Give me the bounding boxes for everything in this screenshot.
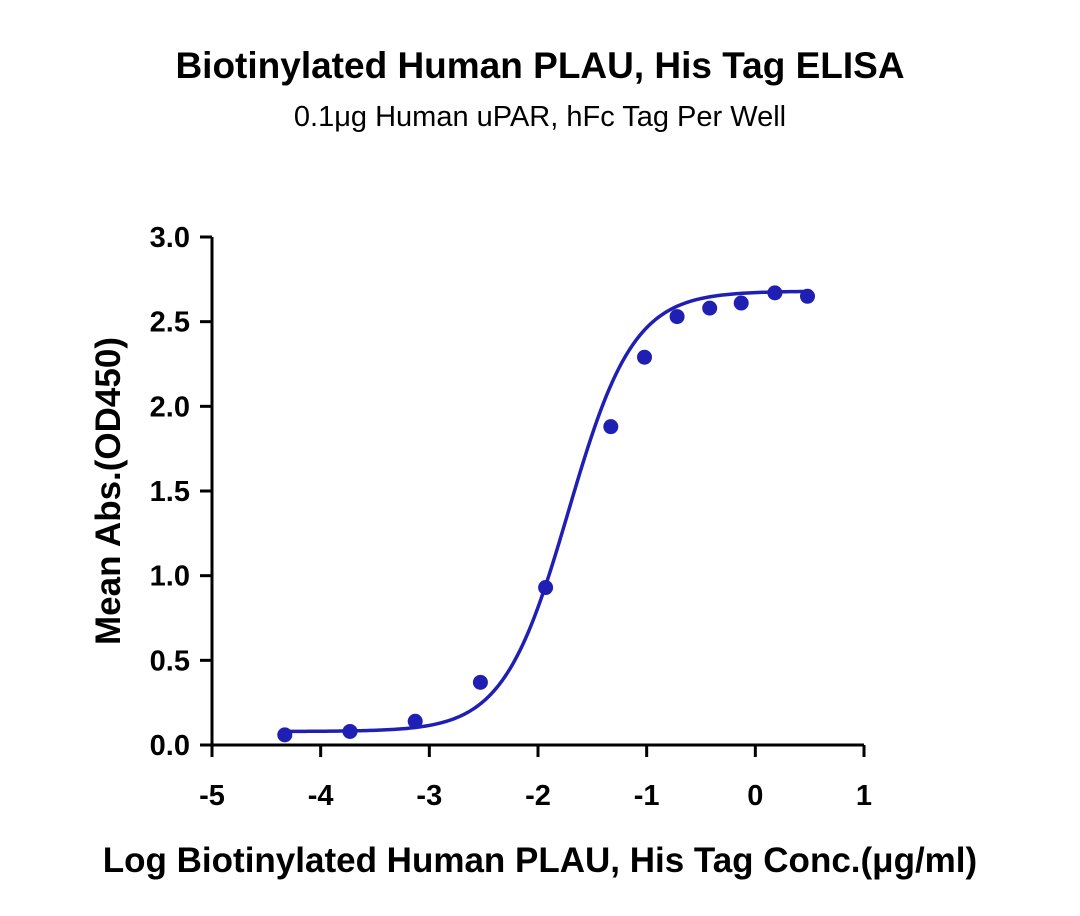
- chart-title: Biotinylated Human PLAU, His Tag ELISA: [175, 45, 905, 86]
- x-tick-label: 0: [747, 780, 763, 812]
- x-tick-label: 1: [856, 780, 872, 812]
- x-axis-title: Log Biotinylated Human PLAU, His Tag Con…: [103, 841, 977, 880]
- y-axis-title: Mean Abs.(OD450): [89, 337, 128, 645]
- data-point: [702, 300, 718, 316]
- y-tick-label: 1.0: [150, 561, 190, 593]
- tick-marks: [200, 235, 866, 757]
- x-tick-label: -1: [634, 780, 660, 812]
- fit-curve-group: [284, 289, 808, 734]
- data-point: [767, 285, 783, 301]
- y-tick-label: 0.0: [150, 730, 190, 762]
- y-tick-label: 0.5: [150, 645, 190, 677]
- x-tick-label: -4: [308, 780, 334, 812]
- data-point: [407, 713, 423, 729]
- x-tick-label: -3: [416, 780, 442, 812]
- data-point: [636, 349, 652, 365]
- y-tick-label: 1.5: [150, 476, 190, 508]
- data-point: [669, 309, 685, 325]
- x-tick-label: -5: [199, 780, 225, 812]
- y-tick-label: 2.5: [150, 307, 190, 339]
- y-tick-label: 2.0: [150, 391, 190, 423]
- chart-subtitle: 0.1μg Human uPAR, hFc Tag Per Well: [293, 101, 787, 133]
- x-tick-label: -2: [525, 780, 551, 812]
- tick-labels: 0.0 0.5 1.0 1.5 2.0 2.5 3.0 -5 -4 -3 -2 -1 0 1: [150, 222, 872, 812]
- y-tick-label: 3.0: [150, 222, 190, 254]
- fit-curve: [284, 289, 808, 734]
- data-point: [733, 295, 749, 311]
- data-point: [472, 674, 488, 690]
- data-point: [277, 727, 293, 743]
- data-point: [603, 419, 619, 435]
- axes: [210, 237, 864, 747]
- data-point: [538, 580, 554, 596]
- data-point: [342, 723, 358, 739]
- data-point: [799, 288, 815, 304]
- data-points: [277, 285, 815, 743]
